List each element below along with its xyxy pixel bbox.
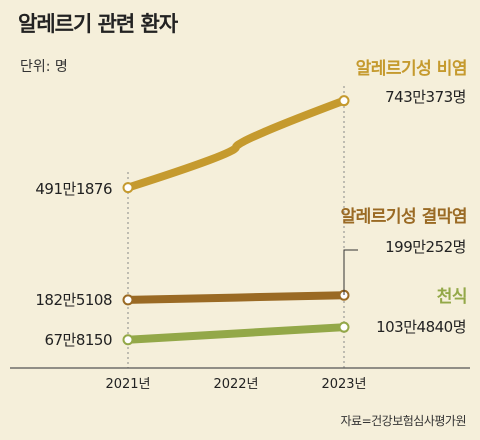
data-point — [338, 321, 350, 333]
data-point — [122, 334, 134, 346]
series-name-label: 알레르기성 비염 — [356, 59, 467, 79]
start-value-label: 67만8150 — [44, 331, 112, 349]
end-value-label: 199만252명 — [385, 238, 466, 256]
series-line — [124, 291, 348, 304]
series-name-label: 천식 — [437, 287, 467, 307]
series-line — [124, 323, 348, 344]
unit-label: 단위: 명 — [20, 59, 68, 75]
end-value-label: 103만4840명 — [376, 318, 466, 336]
data-point — [338, 95, 350, 107]
start-value-label: 491만1876 — [35, 180, 112, 198]
series-line — [124, 96, 348, 192]
chart-title: 알레르기 관련 환자 — [18, 12, 178, 36]
data-point — [122, 182, 134, 194]
x-tick-label: 2022년 — [213, 377, 258, 392]
data-point — [122, 294, 134, 306]
end-value-label: 743만373명 — [385, 88, 466, 106]
source-note: 자료=건강보험심사평가원 — [340, 414, 467, 428]
leader-line — [343, 249, 358, 295]
series-name-label: 알레르기성 결막염 — [340, 207, 467, 227]
x-tick-label: 2021년 — [105, 377, 150, 392]
start-value-label: 182만5108 — [35, 291, 112, 309]
x-tick-label: 2023년 — [321, 377, 366, 392]
